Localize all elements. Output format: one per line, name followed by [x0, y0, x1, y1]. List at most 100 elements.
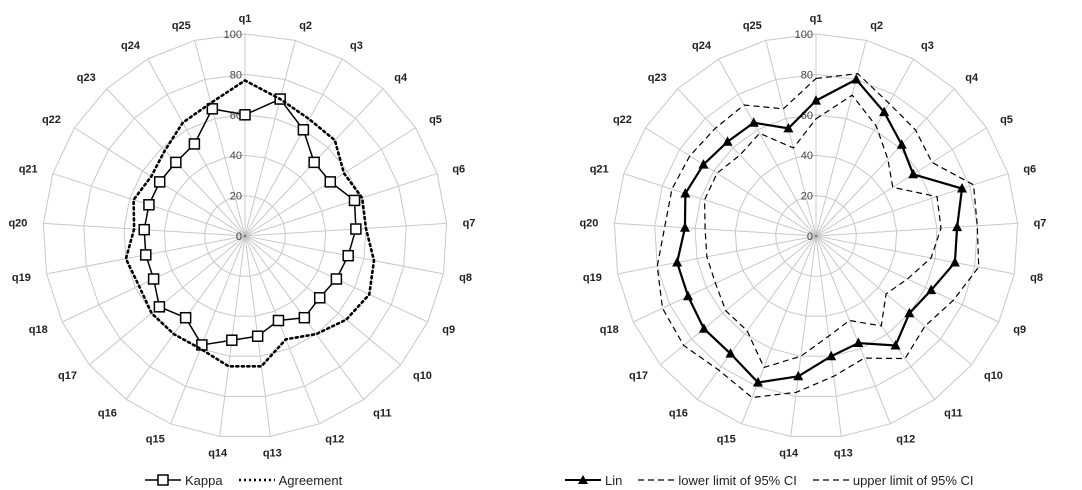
spoke [244, 235, 320, 424]
data-point-lin-q11 [890, 339, 901, 350]
data-point-kappa-q19 [140, 249, 152, 261]
grid-ring-40 [734, 154, 898, 317]
grid-ring-100 [613, 33, 1019, 437]
axis-label-q14: q14 [779, 447, 799, 459]
data-point-lin-q21 [680, 188, 691, 198]
data-point-kappa-q18 [147, 273, 160, 285]
data-point-kappa-q3 [297, 124, 310, 136]
data-point-lin-q1 [811, 95, 821, 105]
spoke [815, 127, 987, 237]
axis-label-q22: q22 [613, 114, 632, 126]
spoke [244, 173, 438, 237]
legend-swatch-kappa [145, 474, 181, 486]
data-point-lin-q5 [908, 168, 919, 179]
axis-label-q3: q3 [350, 40, 363, 52]
spoke [815, 235, 891, 424]
tick-label-80: 80 [801, 69, 813, 81]
axis-label-q10: q10 [413, 370, 432, 382]
axis-label-q13: q13 [834, 447, 853, 459]
spoke [677, 88, 817, 237]
axis-label-q23: q23 [648, 72, 667, 84]
axis-label-q25: q25 [172, 20, 191, 32]
axis-label-q6: q6 [452, 164, 465, 176]
axis-label-q7: q7 [1034, 217, 1047, 229]
axis-label-q1: q1 [810, 13, 823, 25]
center-point [243, 234, 247, 238]
axis-label-q5: q5 [429, 114, 442, 126]
radar-chart-lin: 0 20 40 60 80 100 q1 q2 q3 q4 q5 q6 q7 q8 q9 q10 q11 q12 q… [579, 13, 1046, 459]
data-point-lin-q6 [957, 183, 968, 193]
spoke [815, 88, 955, 237]
tick-label-0: 0 [807, 231, 813, 243]
data-point-kappa-q9 [330, 273, 343, 285]
spoke [614, 222, 817, 237]
legend-item-kappa: Kappa [145, 473, 223, 488]
data-point-kappa-q21 [143, 199, 155, 211]
legend-item-agreement: Agreement [238, 473, 342, 488]
data-point-lin-q2 [851, 73, 862, 84]
axis-label-q4: q4 [965, 72, 979, 84]
spoke [815, 235, 1015, 275]
axis-label-q8: q8 [459, 272, 472, 284]
axis-label-q15: q15 [146, 434, 165, 446]
axis-label-q3: q3 [921, 40, 934, 52]
spoke [741, 235, 817, 424]
legend-swatch-agreement [238, 478, 275, 482]
data-point-kappa-q23 [170, 156, 182, 169]
spoke [660, 235, 817, 366]
spoke [815, 222, 1018, 237]
data-point-kappa-q17 [153, 301, 166, 313]
spoke [790, 235, 817, 437]
axis-label-q18: q18 [600, 324, 619, 336]
data-point-kappa-q5 [324, 176, 337, 188]
spoke [765, 40, 817, 237]
spoke [815, 173, 1009, 237]
data-point-kappa-q25 [206, 103, 219, 115]
spoke [815, 235, 999, 323]
axis-label-q14: q14 [208, 447, 228, 459]
grid-ring-80 [654, 73, 978, 397]
series-line-agreement [124, 79, 376, 368]
axis-label-q10: q10 [984, 370, 1003, 382]
data-point-kappa-q1 [239, 109, 251, 121]
axis-label-q12: q12 [325, 434, 344, 446]
legend-label-lin: Lin [605, 472, 623, 488]
spoke [89, 235, 246, 366]
legend-left: Kappa Agreement [145, 470, 358, 490]
grid-ring-20 [775, 195, 857, 277]
axis-label-q13: q13 [263, 447, 282, 459]
center-point [814, 234, 818, 238]
grid-ring-20 [204, 195, 286, 277]
data-point-lin-q22 [698, 159, 709, 169]
axis-label-q2: q2 [299, 20, 312, 32]
legend-swatch-lin [565, 475, 601, 484]
tick-label-40: 40 [230, 150, 242, 162]
spoke [194, 40, 246, 237]
axis-label-q9: q9 [1013, 324, 1026, 336]
axis-label-q24: q24 [121, 40, 141, 52]
legend-swatch-lower-ci [638, 479, 675, 481]
data-point-lin-q7 [952, 221, 963, 232]
axis-label-q21: q21 [19, 164, 38, 176]
tick-label-0: 0 [236, 231, 242, 243]
spoke [244, 222, 447, 237]
spoke [170, 235, 246, 424]
tick-label-20: 20 [801, 191, 813, 203]
axis-label-q25: q25 [743, 20, 762, 32]
grid-ring-100 [42, 33, 448, 437]
axis-label-q6: q6 [1023, 164, 1036, 176]
data-point-lin-q16 [725, 348, 736, 358]
spoke [815, 235, 972, 366]
axis-label-q20: q20 [579, 217, 598, 229]
spoke [623, 173, 817, 237]
grid-ring-40 [163, 154, 327, 317]
legend-swatch-upper-ci [812, 479, 849, 481]
axis-label-q20: q20 [8, 217, 27, 229]
spoke [718, 58, 817, 237]
data-point-kappa-q20 [138, 223, 150, 236]
axis-label-q2: q2 [870, 20, 883, 32]
axis-label-q18: q18 [29, 324, 48, 336]
data-point-kappa-q4 [308, 156, 320, 169]
data-point-kappa-q14 [226, 334, 238, 346]
data-point-lin-q18 [683, 290, 694, 301]
